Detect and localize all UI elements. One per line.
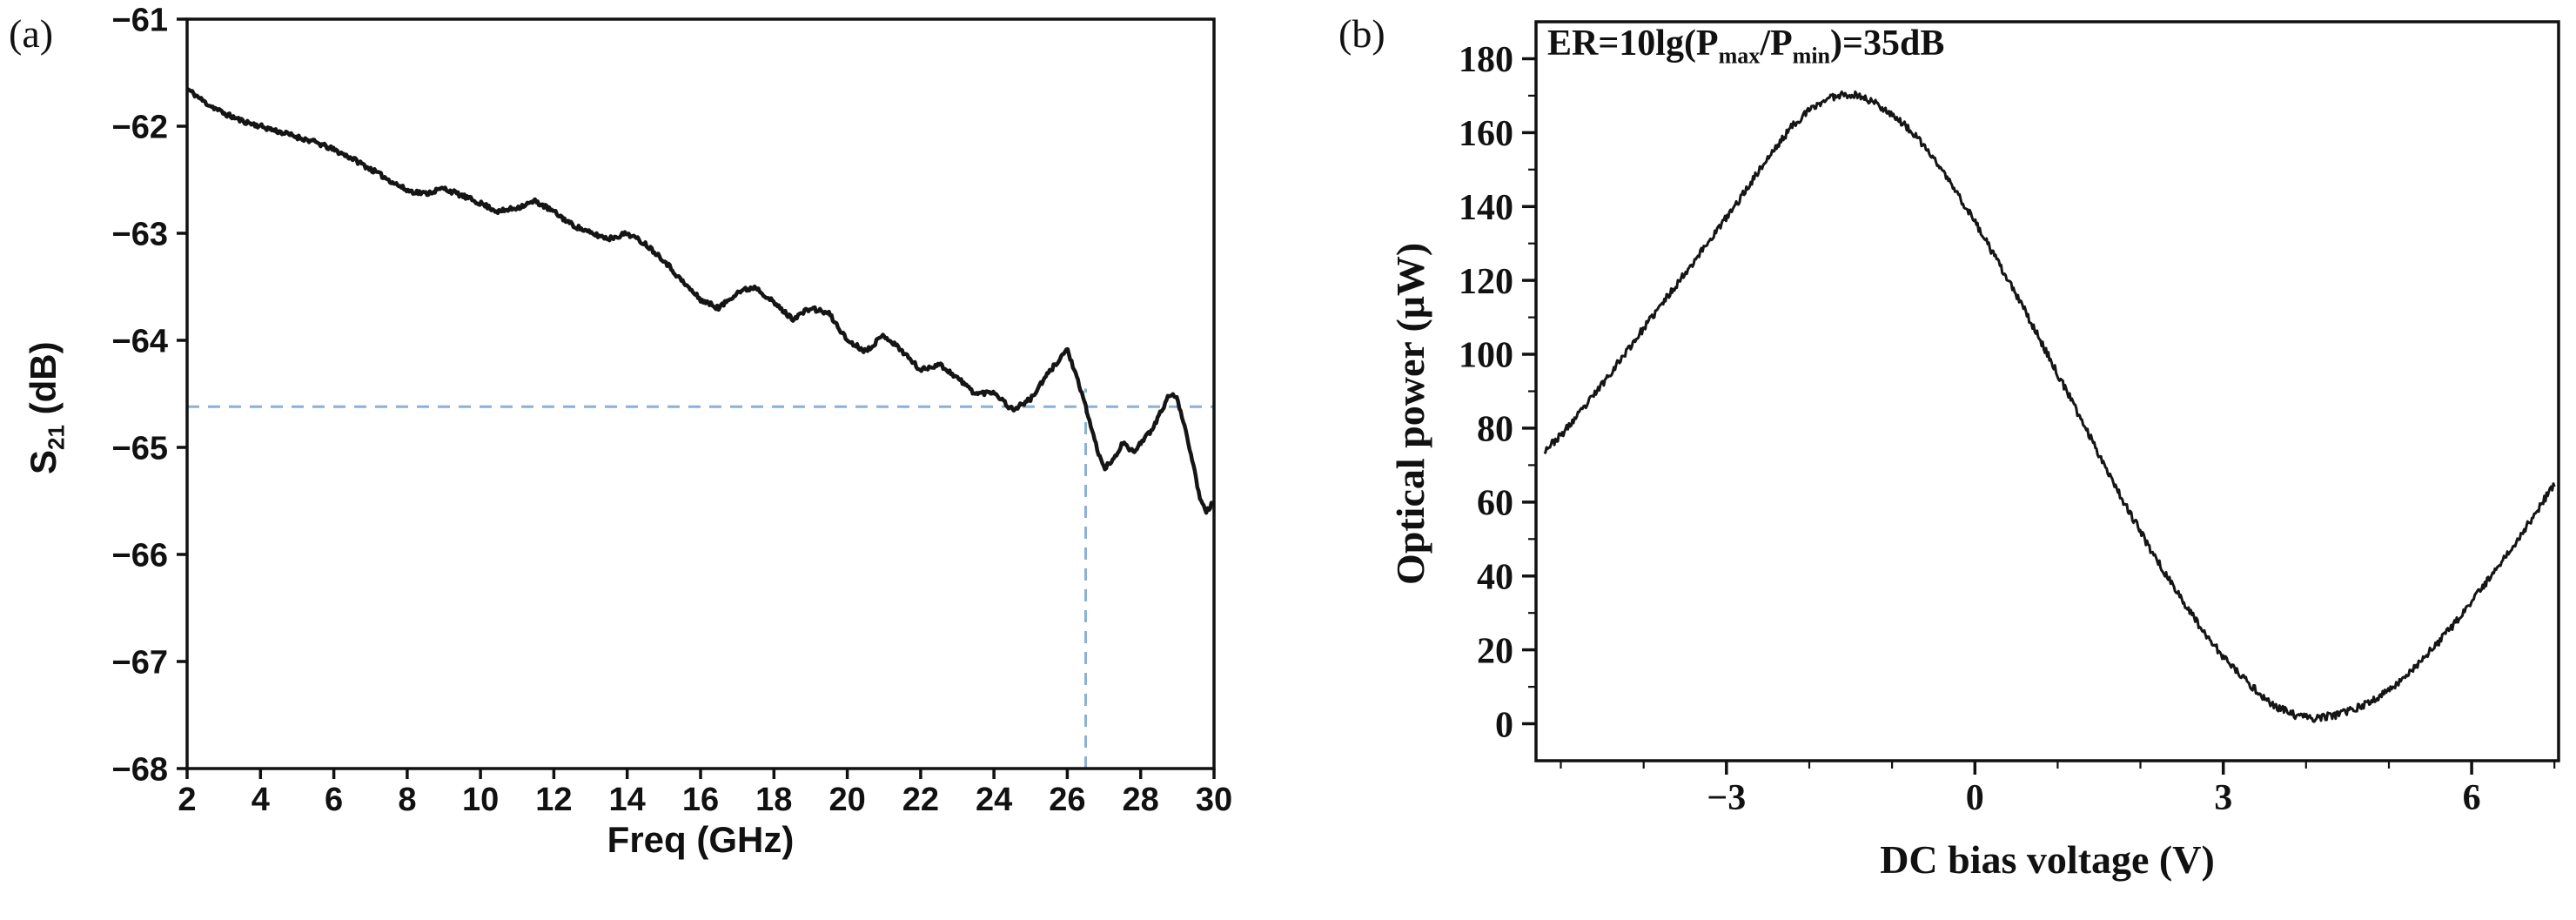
x-tick-label: 30 — [1196, 782, 1232, 818]
annotation-part: ER=10lg(P — [1547, 24, 1719, 64]
x-tick-label: 8 — [398, 782, 416, 818]
x-tick-label: 16 — [682, 782, 719, 818]
y-tick-label: −68 — [112, 751, 168, 788]
panel-b-label: (b) — [1338, 11, 1385, 56]
x-tick-label: 10 — [462, 782, 499, 818]
data-series-line — [185, 87, 1216, 515]
y-tick-label: −67 — [112, 644, 168, 681]
y-tick-label: 60 — [1477, 484, 1513, 524]
annotation-part: )=35dB — [1830, 24, 1945, 64]
y-tick-label: 160 — [1459, 114, 1513, 154]
ylabel-a-subscript: 21 — [43, 425, 70, 450]
annotation-sub-min: min — [1792, 43, 1831, 69]
ylabel-a-unit: (dB) — [23, 341, 64, 426]
x-tick-label: 14 — [609, 782, 646, 818]
y-tick-label: −63 — [112, 216, 168, 252]
x-tick-label: 2 — [178, 782, 196, 818]
y-tick-label: −61 — [112, 2, 168, 38]
extinction-ratio-annotation: ER=10lg(Pmax/Pmin)=35dB — [1547, 23, 1944, 69]
plot-frame — [1534, 20, 2560, 762]
y-tick-label: 140 — [1459, 188, 1513, 228]
x-tick-label: 18 — [755, 782, 792, 818]
y-tick-label: 180 — [1459, 40, 1513, 80]
x-tick-label: 22 — [902, 782, 939, 818]
x-tick-label: 28 — [1123, 782, 1159, 818]
chart-a-svg: 2 4 6 8 10 12 14 16 18 20 22 24 26 28 30−68−67−66−65−6… — [112, 2, 1233, 818]
x-tick-label: 6 — [325, 782, 343, 818]
plot-frame — [185, 17, 1216, 770]
y-tick-label: 80 — [1477, 410, 1513, 450]
annotation-part: /P — [1760, 24, 1793, 64]
chart-b-x-axis-title: DC bias voltage (V) — [1880, 837, 2215, 882]
y-tick-label: −64 — [112, 323, 168, 359]
y-tick-label: −66 — [112, 537, 168, 574]
x-tick-label: 20 — [828, 782, 865, 818]
x-tick-label: 6 — [2463, 778, 2481, 818]
x-tick-label: 26 — [1049, 782, 1085, 818]
chart-a-y-axis-title: S21 (dB) — [23, 341, 70, 474]
y-tick-label: −62 — [112, 109, 168, 145]
chart-b-y-axis-title: Optical power (μW) — [1388, 242, 1432, 585]
y-tick-label: 120 — [1459, 262, 1513, 302]
panel-a-label: (a) — [9, 11, 54, 56]
chart-a-x-axis-title: Freq (GHz) — [607, 819, 795, 860]
data-series-line — [1543, 90, 2556, 723]
x-tick-label: 12 — [535, 782, 572, 818]
y-tick-label: 0 — [1495, 705, 1513, 745]
y-tick-label: 40 — [1477, 558, 1513, 598]
x-tick-label: −3 — [1707, 778, 1746, 818]
y-tick-label: −65 — [112, 430, 168, 467]
x-tick-label: 0 — [1966, 778, 1984, 818]
y-tick-label: 100 — [1459, 336, 1513, 376]
x-tick-label: 24 — [976, 782, 1012, 818]
x-tick-label: 3 — [2214, 778, 2232, 818]
x-tick-label: 4 — [252, 782, 270, 818]
y-tick-label: 20 — [1477, 631, 1513, 671]
annotation-sub-max: max — [1718, 43, 1761, 69]
ylabel-a-base: S — [23, 449, 64, 474]
